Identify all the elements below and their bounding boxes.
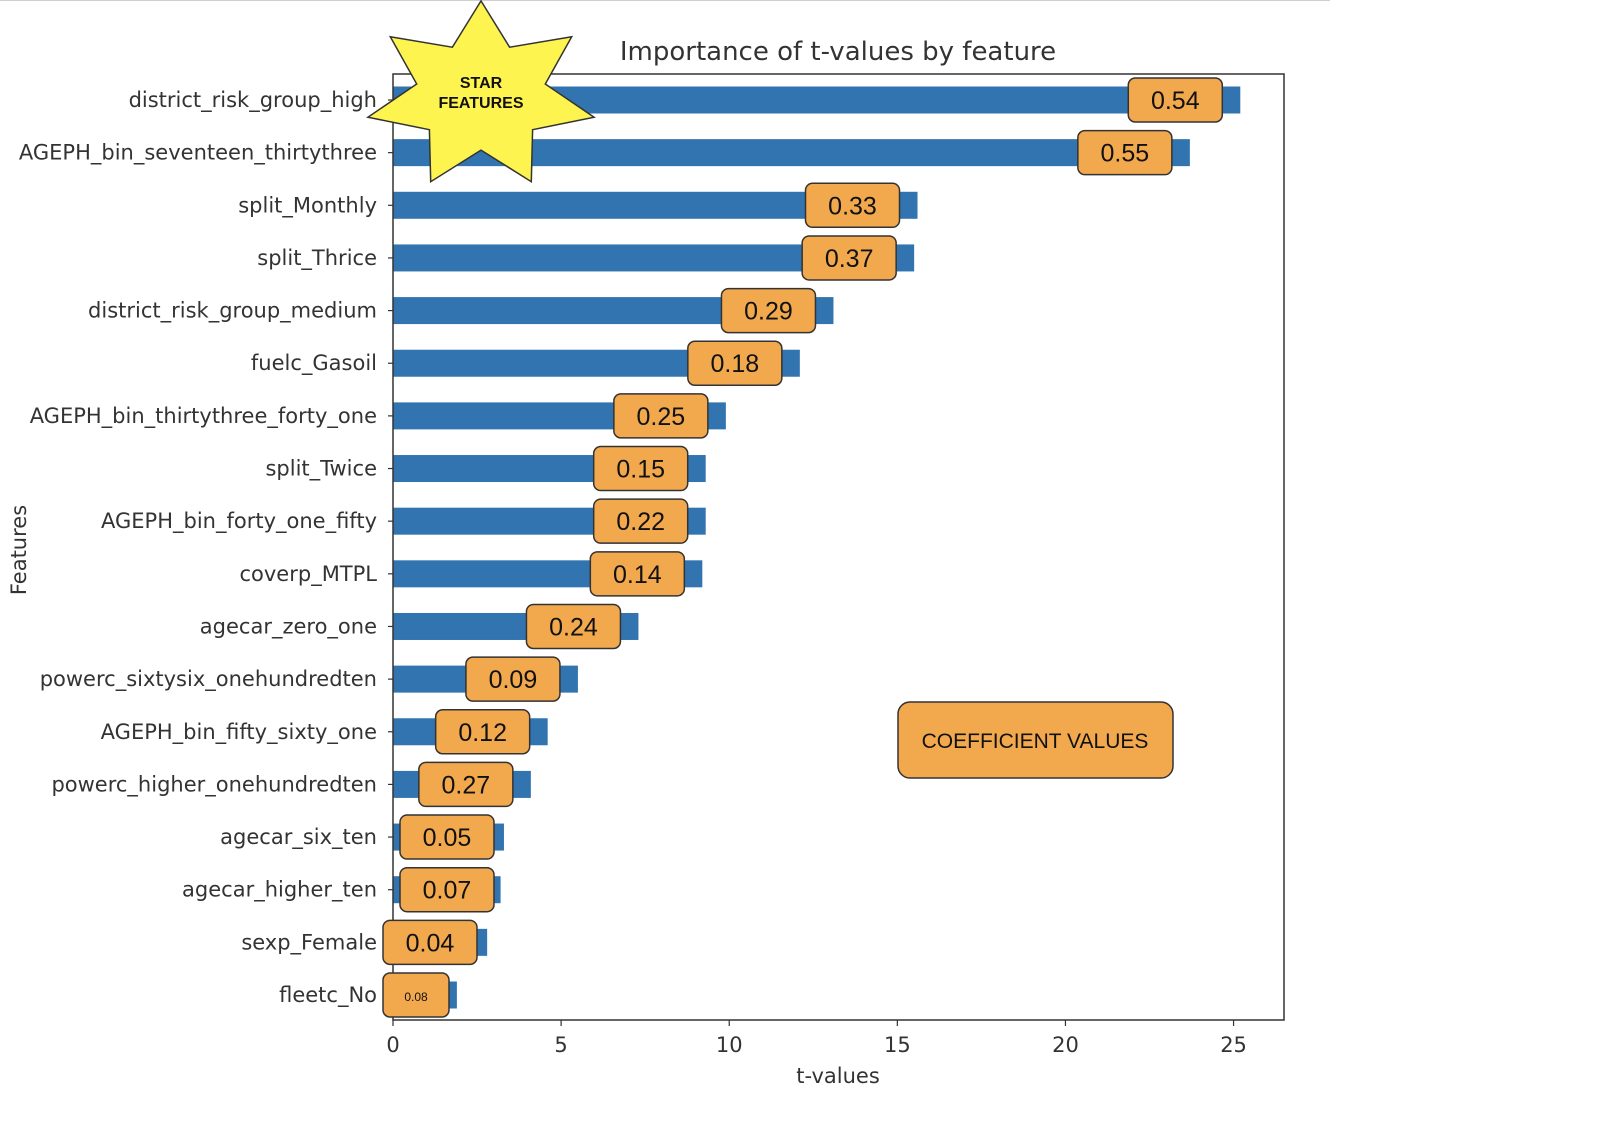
x-tick-label: 25 (1220, 1033, 1247, 1057)
coefficient-tag-box (720, 287, 817, 334)
y-tick-label: powerc_sixtysix_onehundredten (40, 667, 377, 692)
y-tick-label: district_risk_group_high (129, 88, 377, 113)
coefficient-tag: 0.22 (592, 498, 689, 544)
coefficient-tag-label: 0.55 (1101, 140, 1150, 168)
y-tick-label: AGEPH_bin_thirtythree_forty_one (30, 404, 377, 429)
legend-box (897, 701, 1174, 779)
y-tick-label: sexp_Female (241, 930, 377, 955)
coefficient-tag: 0.54 (1127, 77, 1224, 123)
coefficient-tag-label: 0.18 (710, 350, 759, 378)
coefficient-tag-box (382, 919, 478, 966)
coefficient-tag-box (687, 340, 783, 386)
y-tick-label: fleetc_No (279, 983, 377, 1008)
coefficient-tag-label: 0.27 (442, 771, 491, 799)
x-tick-label: 20 (1052, 1033, 1079, 1057)
y-tick-label: agecar_six_ten (220, 825, 377, 850)
y-tick-label: fuelc_Gasoil (251, 351, 377, 376)
coefficient-tag: 0.24 (525, 603, 622, 650)
y-tick-label: AGEPH_bin_seventeen_thirtythree (19, 141, 377, 166)
star-features-badge: STAR FEATURES (366, 0, 596, 184)
coefficient-tag: 0.27 (418, 761, 514, 808)
coefficient-tag: 0.08 (382, 972, 450, 1018)
coefficient-tag: 0.09 (465, 656, 561, 702)
coefficient-tag-label: 0.05 (423, 824, 472, 852)
star-icon (366, 0, 596, 184)
coefficient-values-legend: COEFFICIENT VALUES (897, 701, 1174, 779)
coefficient-tag-box (613, 393, 709, 439)
coefficient-tag-box (592, 498, 689, 544)
x-tick-label: 5 (554, 1033, 567, 1057)
star-label-line2: FEATURES (438, 95, 523, 112)
y-axis-title: Features (7, 505, 31, 595)
coefficient-tag-box (801, 235, 897, 281)
x-tick-label: 10 (716, 1033, 743, 1057)
y-tick-label: agecar_higher_ten (182, 878, 377, 903)
coefficient-tag-box (1127, 77, 1224, 123)
top-divider-line (0, 0, 1330, 1)
coefficient-tag-box (592, 445, 689, 492)
coefficient-tag: 0.25 (613, 393, 709, 439)
coefficient-tag-label: 0.07 (423, 877, 472, 905)
coefficient-tag-label: 0.04 (406, 929, 455, 957)
y-tick-label: split_Monthly (238, 193, 377, 218)
coefficient-tag-label: 0.29 (744, 298, 793, 326)
coefficient-tag-box (465, 656, 561, 702)
coefficient-tag-box (418, 761, 514, 808)
legend-label: COEFFICIENT VALUES (922, 730, 1149, 753)
y-tick-label: split_Twice (265, 457, 377, 482)
coefficient-tag-label: 0.09 (489, 666, 538, 694)
coefficient-tag: 0.18 (687, 340, 783, 386)
star-label-line1: STAR (460, 75, 503, 92)
coefficient-tag: 0.29 (720, 287, 817, 334)
y-tick-label: agecar_zero_one (200, 614, 377, 639)
coefficient-tag-label: 0.37 (825, 245, 874, 273)
coefficient-tag: 0.04 (382, 919, 478, 966)
coefficient-tag-label: 0.14 (613, 561, 662, 589)
y-tick-label: AGEPH_bin_forty_one_fifty (101, 509, 377, 534)
coefficient-tag-label: 0.33 (828, 192, 877, 220)
coefficient-tag-label: 0.24 (549, 613, 598, 641)
coefficient-tag: 0.55 (1077, 129, 1173, 176)
coefficient-tag-box (804, 182, 901, 229)
y-tick-labels: district_risk_group_high AGEPH_bin_sevent… (19, 88, 393, 1008)
x-tick-label: 0 (386, 1033, 399, 1057)
y-tick-label: coverp_MTPL (239, 562, 377, 587)
coefficient-tag-box (382, 972, 450, 1018)
coefficient-tag: 0.05 (399, 814, 495, 860)
coefficient-tags-group: 0.540.55 0.33 0.37 0.29 0.18 0.25 0.15 0.22 0.14… (382, 77, 1224, 1018)
coefficient-tag-label: 0.22 (616, 508, 665, 536)
x-tick-label: 15 (884, 1033, 911, 1057)
coefficient-tag-label: 0.25 (637, 403, 686, 431)
plot-frame (392, 73, 1285, 1021)
x-axis-title: t-values (796, 1064, 880, 1088)
coefficient-tag-box (434, 709, 531, 755)
coefficient-tag-label: 0.12 (458, 719, 507, 747)
coefficient-tag: 0.07 (399, 866, 495, 913)
coefficient-tag: 0.14 (589, 551, 686, 597)
x-axis-ticks: 0 5 10 15 20 25 (386, 1020, 1247, 1057)
coefficient-tag-label: 0.54 (1151, 87, 1200, 115)
coefficient-tag-box (399, 866, 495, 913)
coefficient-tag: 0.12 (434, 709, 531, 755)
y-tick-label: district_risk_group_medium (88, 299, 377, 324)
y-tick-label: powerc_higher_onehundredten (51, 772, 377, 797)
coefficient-tag-label: 0.08 (404, 990, 428, 1004)
coefficient-tag: 0.15 (592, 445, 689, 492)
chart-title: Importance of t-values by feature (620, 37, 1056, 67)
y-tick-label: split_Thrice (257, 246, 377, 271)
y-tick-label: AGEPH_bin_fifty_sixty_one (101, 720, 377, 745)
coefficient-tag-box (589, 551, 686, 597)
coefficient-tag-box (1077, 129, 1173, 176)
coefficient-tag-box (399, 814, 495, 860)
coefficient-tag: 0.33 (804, 182, 901, 229)
coefficient-tag-label: 0.15 (616, 456, 665, 484)
coefficient-tag-box (525, 603, 622, 650)
coefficient-tag: 0.37 (801, 235, 897, 281)
